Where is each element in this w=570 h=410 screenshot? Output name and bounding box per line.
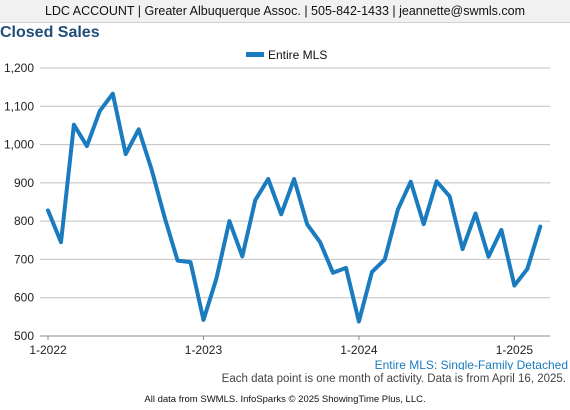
data-point [202, 318, 206, 322]
data-point [383, 257, 387, 261]
x-tick-label: 1-2023 [185, 343, 223, 357]
x-tick-label: 1-2022 [29, 343, 67, 357]
y-tick-label: 1,200 [4, 61, 34, 75]
data-note: Each data point is one month of activity… [221, 373, 566, 385]
data-point [176, 259, 180, 263]
data-point [331, 271, 335, 275]
data-point [240, 254, 244, 258]
y-tick-label: 1,100 [4, 99, 34, 113]
data-point [499, 228, 503, 232]
y-tick-label: 700 [14, 252, 34, 266]
data-point [344, 266, 348, 270]
y-tick-label: 500 [14, 329, 34, 343]
data-point [448, 194, 452, 198]
data-point [137, 127, 141, 131]
data-point [512, 284, 516, 288]
y-tick-label: 900 [14, 176, 34, 190]
series-line-entire-mls [46, 91, 543, 324]
data-point [72, 123, 76, 127]
data-point [370, 270, 374, 274]
data-point [98, 109, 102, 113]
data-point [409, 180, 413, 184]
data-point [305, 222, 309, 226]
data-point [85, 144, 89, 148]
x-axis-tick-labels: 1-2022 1-2023 1-2024 1-2025 [29, 336, 533, 357]
y-tick-label: 800 [14, 214, 34, 228]
chart-subtitle: Entire MLS: Single-Family Detached [375, 358, 568, 370]
credits: All data from SWMLS. InfoSparks © 2025 S… [144, 394, 426, 405]
x-tick-label: 1-2024 [340, 343, 378, 357]
data-point [253, 198, 257, 202]
data-point [279, 212, 283, 216]
y-tick-label: 600 [14, 291, 34, 305]
y-axis-tick-labels: 500 600 700 800 900 1,000 1,100 1,200 [4, 61, 34, 343]
data-point [46, 208, 50, 212]
legend-label: Entire MLS [268, 48, 327, 62]
page-title: Closed Sales [0, 24, 100, 41]
data-point [214, 277, 218, 281]
data-point [487, 255, 491, 259]
header-bar: LDC ACCOUNT | Greater Albuquerque Assoc.… [0, 0, 570, 23]
data-point [292, 177, 296, 181]
legend-swatch [246, 52, 264, 57]
data-point [538, 225, 542, 229]
data-point [150, 168, 154, 172]
data-point [111, 92, 115, 96]
data-point [189, 260, 193, 264]
x-tick-label: 1-2025 [496, 343, 534, 357]
data-point [59, 240, 63, 244]
data-point [474, 212, 478, 216]
data-point [357, 320, 361, 324]
data-point [435, 179, 439, 183]
data-point [124, 152, 128, 156]
data-point [266, 177, 270, 181]
data-point [318, 240, 322, 244]
data-point [422, 222, 426, 226]
data-point [396, 208, 400, 212]
data-point [227, 219, 231, 223]
data-point [461, 247, 465, 251]
y-tick-label: 1,000 [4, 138, 34, 152]
legend: Entire MLS [246, 48, 327, 62]
data-point [163, 215, 167, 219]
data-point [525, 267, 529, 271]
